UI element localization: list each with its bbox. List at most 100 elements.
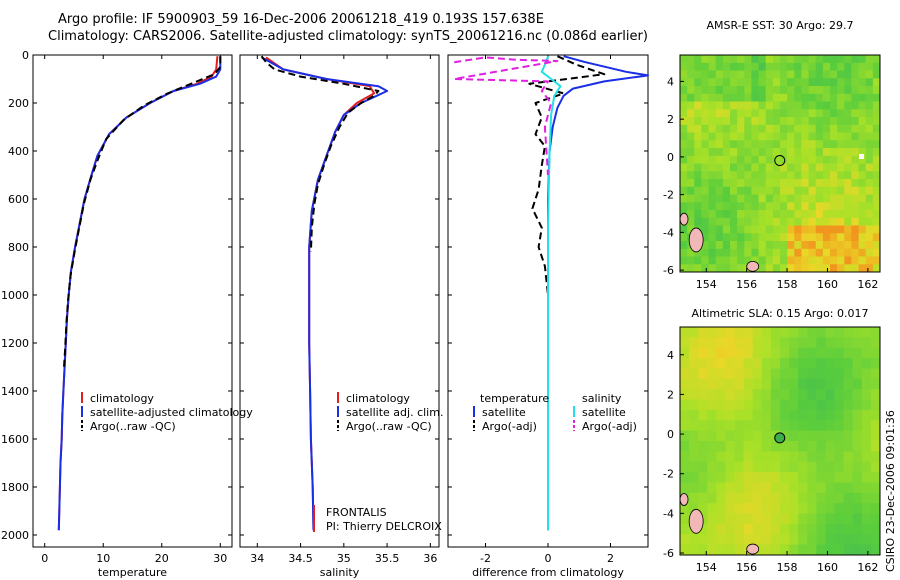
- map-cell: [761, 482, 772, 494]
- map-cell: [765, 93, 774, 103]
- map-cell: [772, 217, 781, 227]
- map-cell: [861, 451, 872, 463]
- map-cell: [865, 117, 874, 126]
- map-cell: [772, 225, 781, 234]
- y-tick-label: 1200: [1, 337, 29, 350]
- map-cell: [865, 86, 874, 95]
- map-cell: [761, 399, 772, 411]
- map-cell: [807, 544, 817, 555]
- y-tick-label: 0: [667, 428, 674, 441]
- map-cell: [752, 378, 763, 390]
- map-cell: [834, 544, 845, 555]
- map-cell: [737, 186, 745, 196]
- map-cell: [798, 523, 808, 535]
- map-cell: [865, 124, 874, 134]
- map-cell: [701, 140, 710, 149]
- map-cell: [808, 124, 817, 134]
- map-cell: [751, 70, 760, 79]
- map-cell: [701, 132, 710, 141]
- map-cell: [680, 544, 690, 555]
- map-cell: [730, 202, 738, 211]
- map-cell: [698, 451, 708, 463]
- map-cell: [751, 62, 760, 72]
- map-cell: [858, 171, 867, 180]
- map-cell: [734, 441, 745, 452]
- map-cell: [822, 217, 831, 227]
- map-cell: [780, 124, 788, 134]
- map-cell: [816, 503, 827, 515]
- map-cell: [758, 62, 767, 72]
- x-tick-label: 35: [337, 552, 351, 565]
- map-cell: [751, 233, 760, 242]
- map-cell: [794, 179, 802, 188]
- map-cell: [825, 409, 836, 421]
- map-cell: [772, 93, 781, 103]
- map-cell: [801, 155, 810, 165]
- map-cell: [715, 179, 724, 188]
- map-cell: [844, 233, 852, 242]
- map-cell: [758, 55, 767, 64]
- map-cell: [687, 256, 695, 265]
- map-cell: [861, 358, 872, 370]
- map-cell: [870, 368, 880, 380]
- map-cell: [787, 248, 795, 258]
- map-cell: [815, 101, 824, 110]
- map-cell: [680, 399, 690, 411]
- map-cell: [830, 62, 838, 72]
- map-cell: [770, 534, 781, 546]
- map-cell: [680, 461, 690, 473]
- map-cell: [794, 225, 802, 234]
- map-cell: [780, 368, 790, 380]
- map-cell: [780, 256, 788, 265]
- map-cell: [761, 451, 772, 463]
- map-cell: [801, 101, 810, 110]
- map-cell: [772, 86, 781, 95]
- map-cell: [758, 179, 767, 188]
- map-cell: [715, 241, 724, 250]
- y-tick-label: -6: [663, 547, 674, 560]
- map-cell: [680, 503, 690, 515]
- map-cell: [858, 256, 867, 265]
- map-cell: [865, 264, 874, 272]
- map-cell: [708, 109, 717, 118]
- y-tick-label: 1600: [1, 433, 29, 446]
- x-tick-label: 36: [423, 552, 437, 565]
- map-cell: [716, 451, 727, 463]
- map-cell: [789, 389, 799, 401]
- map-cell: [843, 441, 854, 452]
- map-cell: [865, 241, 874, 250]
- map-cell: [834, 368, 845, 380]
- map-cell: [787, 256, 795, 265]
- map-cell: [694, 86, 702, 95]
- map-cell: [780, 503, 790, 515]
- legend-argo-label: Argo(..raw -QC): [346, 420, 432, 433]
- map-cell: [751, 171, 760, 180]
- x-tick-label: 35.5: [375, 552, 400, 565]
- map-cell: [734, 409, 745, 421]
- map-cell: [734, 544, 745, 555]
- map-cell: [772, 233, 781, 242]
- map-cell: [715, 93, 724, 103]
- map-cell: [680, 534, 690, 546]
- map-cell: [722, 241, 731, 250]
- map-cell: [789, 430, 799, 442]
- map-cell: [698, 347, 708, 359]
- map-cell: [722, 55, 731, 64]
- map-cell: [808, 101, 817, 110]
- map-cell: [715, 210, 724, 219]
- map-cell: [851, 148, 860, 157]
- map-cell: [825, 492, 836, 504]
- map-cell: [861, 337, 872, 349]
- map-cell: [715, 186, 724, 196]
- map-cell: [722, 233, 731, 242]
- map-cell: [730, 163, 738, 172]
- map-cell: [737, 132, 745, 141]
- map-cell: [707, 451, 717, 463]
- map-cell: [861, 441, 872, 452]
- map-cell: [743, 523, 754, 535]
- map-cell: [758, 155, 767, 165]
- map-cell: [798, 461, 808, 473]
- map-cell: [730, 256, 738, 265]
- map-cell: [708, 132, 717, 141]
- map-cell: [844, 256, 852, 265]
